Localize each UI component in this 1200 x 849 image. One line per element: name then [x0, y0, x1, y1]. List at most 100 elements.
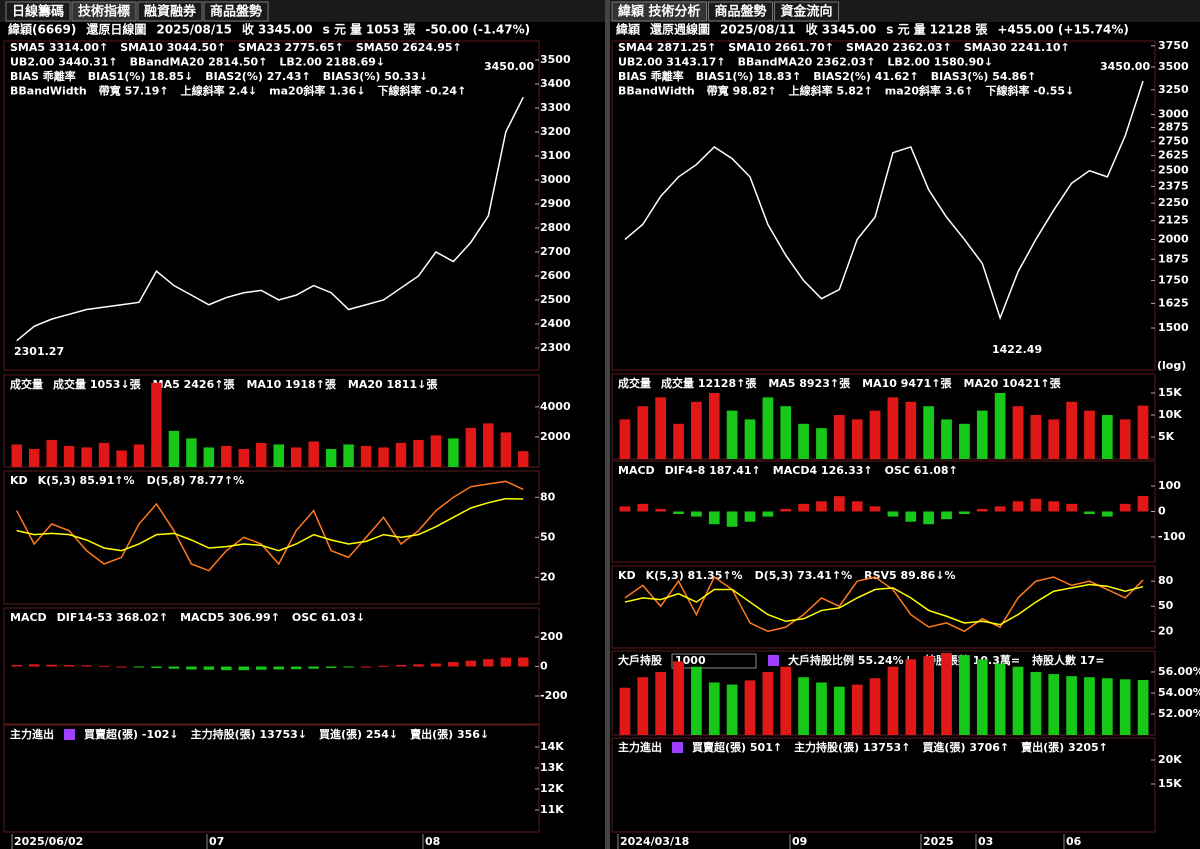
y-tick-label: 56.00%: [1158, 665, 1200, 678]
tab[interactable]: [137, 1, 203, 22]
bar: [798, 677, 809, 735]
y-tick-label: 3500: [1158, 60, 1189, 73]
y-tick-label: 0: [1158, 504, 1166, 517]
legend-entry: DIF14-53 368.02↑: [57, 611, 168, 624]
dropdown[interactable]: [671, 653, 757, 669]
scale-label: (log): [1157, 359, 1186, 372]
legend-entry: SMA50 2624.95↑: [356, 41, 462, 54]
bar: [98, 442, 110, 467]
legend-entry: RSV5 89.86↓%: [864, 569, 955, 582]
header-volume-unit: 張: [403, 23, 416, 37]
header-stock: 緯穎(6669): [8, 22, 76, 37]
osc-bar: [1101, 511, 1113, 517]
osc-bar: [691, 511, 702, 517]
tab-label[interactable]: 緯穎 技術分析: [618, 4, 701, 20]
osc-bar: [1048, 501, 1060, 512]
bar: [851, 684, 863, 735]
bar: [1048, 674, 1060, 735]
bar: [655, 671, 667, 735]
header-volume: 1053: [366, 23, 399, 37]
legend-entry: 帶寬 57.19↑: [99, 84, 169, 98]
tab[interactable]: [708, 1, 774, 22]
tab-label[interactable]: 技術指標: [78, 4, 130, 20]
bar: [1137, 679, 1149, 735]
header-stock: 緯穎: [616, 22, 641, 37]
osc-bar: [1030, 498, 1042, 512]
bar: [1101, 414, 1113, 459]
y-tick-label: 1875: [1158, 252, 1189, 265]
y-tick-label: 3400: [540, 77, 571, 90]
legend-entry: UB2.00 3143.17↑: [618, 56, 726, 69]
osc-bar: [976, 508, 988, 512]
bar: [168, 430, 180, 467]
bar: [673, 661, 684, 735]
bar: [691, 666, 702, 735]
legend-entry: 成交量 12128↑張: [661, 376, 757, 390]
panel-title: 成交量: [618, 376, 651, 390]
menu-icon[interactable]: [768, 655, 779, 666]
legend-entry: K(5,3) 81.35↑%: [646, 569, 743, 582]
bar: [1066, 401, 1077, 459]
y-tick-label: 54.00%: [1158, 686, 1200, 699]
osc-bar: [11, 665, 22, 667]
tab[interactable]: [774, 1, 840, 22]
tab[interactable]: [71, 1, 137, 22]
legend-entry: OSC 61.08↑: [885, 464, 958, 477]
panel-title: 成交量: [10, 377, 43, 391]
osc-bar: [448, 662, 459, 667]
bar: [238, 448, 250, 467]
osc-bar: [63, 665, 75, 667]
x-date-label: 2024/03/18: [620, 835, 689, 848]
header-volume: 12128: [930, 23, 972, 37]
legend-entry: MA20 10421↑張: [964, 377, 1062, 390]
osc-bar: [28, 664, 40, 667]
osc-bar: [46, 664, 57, 667]
legend-entry: BIAS2(%) 27.43↑: [205, 70, 310, 83]
osc-bar: [203, 666, 215, 670]
bar: [395, 442, 407, 467]
y-tick-label: 20: [540, 570, 556, 583]
high-label: 3450.00: [1100, 60, 1150, 73]
menu-icon[interactable]: [64, 729, 75, 740]
tab-label[interactable]: 資金流向: [781, 4, 833, 20]
legend-entry: 主力持股(張) 13753↑: [794, 740, 910, 754]
tab[interactable]: [203, 1, 269, 22]
header-change: -50.00 (-1.47%): [425, 23, 530, 37]
bar: [186, 438, 197, 467]
tab-label[interactable]: 商品盤勢: [715, 4, 767, 20]
osc-bar: [708, 511, 720, 525]
legend-entry: UB2.00 3440.31↑: [10, 56, 118, 69]
y-tick-label: 15K: [1158, 777, 1182, 790]
y-tick-label: 2700: [540, 245, 571, 258]
tab-label[interactable]: 日線籌碼: [12, 4, 64, 20]
bar: [655, 397, 667, 459]
y-tick-label: 3000: [540, 173, 571, 186]
bar: [1101, 678, 1113, 735]
y-tick-label: 3500: [540, 53, 571, 66]
legend-entry: 持股人數 17=: [1032, 653, 1104, 667]
osc-bar: [869, 506, 881, 512]
legend-entry: 買賣超(張) 501↑: [692, 740, 782, 754]
tab[interactable]: [611, 1, 708, 22]
bar: [869, 678, 881, 735]
x-date-label: 07: [209, 835, 224, 848]
panel-title: 大戶持股: [618, 653, 663, 667]
bar: [273, 444, 284, 467]
tab-label[interactable]: 商品盤勢: [210, 4, 262, 20]
tab-label[interactable]: 融資融券: [144, 4, 197, 20]
legend-entry: MACD5 306.99↑: [180, 611, 280, 624]
osc-bar: [1137, 495, 1149, 512]
bar: [833, 686, 845, 735]
osc-bar: [430, 663, 442, 667]
panel-frame: [3, 374, 540, 468]
tab[interactable]: [5, 1, 71, 22]
legend-entry: BIAS1(%) 18.83↑: [696, 70, 801, 83]
bar: [1012, 406, 1024, 459]
legend-entry: SMA20 2362.03↑: [846, 41, 952, 54]
bar: [1084, 677, 1095, 735]
osc-bar: [1066, 503, 1077, 512]
y-tick-label: 5K: [1158, 430, 1175, 443]
menu-icon[interactable]: [672, 742, 683, 753]
osc-bar: [923, 511, 935, 525]
osc-bar: [360, 666, 372, 668]
